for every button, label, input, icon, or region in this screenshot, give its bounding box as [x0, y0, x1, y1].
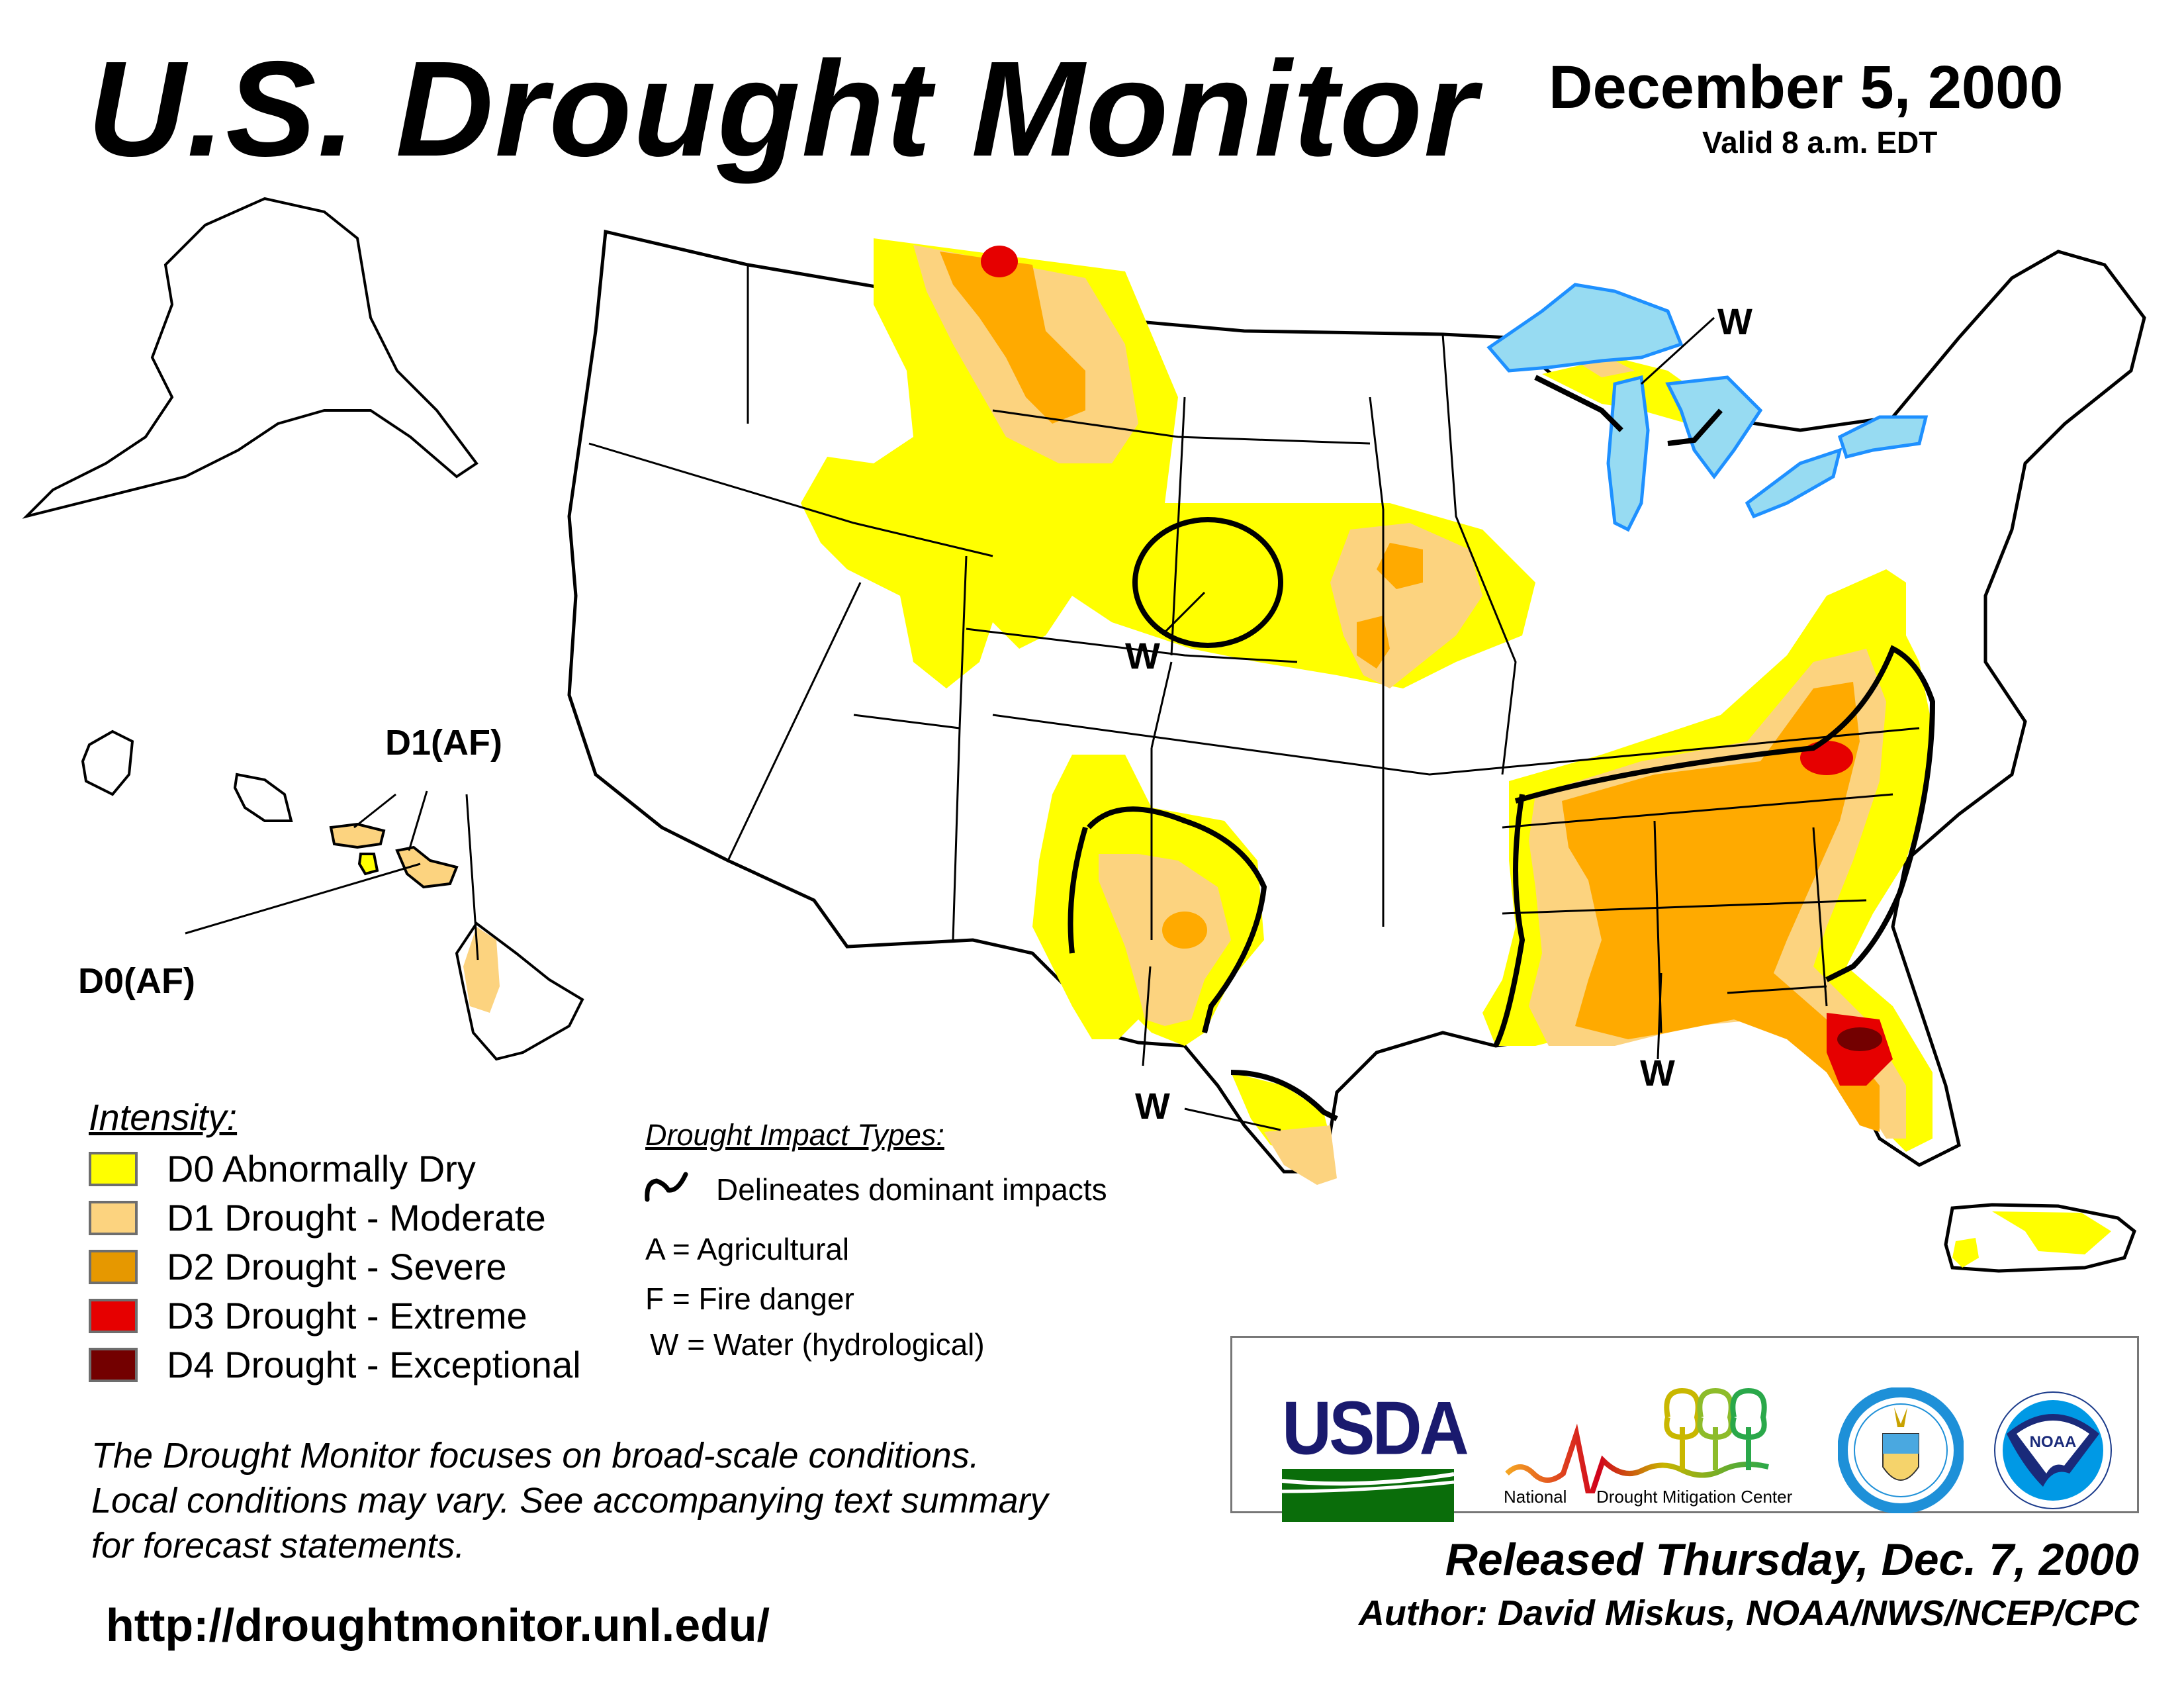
d4-florida: [1837, 1027, 1882, 1051]
lake-huron: [1665, 375, 1763, 480]
d2-nebraska: [1357, 543, 1423, 669]
swatch-d3: [89, 1299, 138, 1333]
legend-label-d1: D1 Drought - Moderate: [167, 1197, 546, 1239]
lake-ontario: [1837, 415, 1929, 459]
noaa-logo: NOAA: [1994, 1391, 2112, 1509]
hawaii: [81, 729, 584, 1061]
hawaii-molokai: [329, 822, 386, 849]
puerto-rico-d0: [1952, 1211, 2111, 1268]
ndmc-trees-icon: [1505, 1387, 1769, 1511]
hawaii-maui: [395, 845, 459, 889]
hawaii-big-island-d1: [463, 927, 500, 1013]
state-lines: [588, 265, 1920, 1033]
release-date: Released Thursday, Dec. 7, 2000: [1445, 1534, 2139, 1585]
great-lakes-impact-boundary: [1534, 375, 1723, 446]
ndmc-text-right: Drought Mitigation Center: [1596, 1487, 1793, 1507]
swatch-d4: [89, 1348, 138, 1382]
d1-southwest: [1099, 854, 1231, 1026]
w-label-great-lakes: W: [1717, 301, 1752, 342]
legend-label-d0: D0 Abnormally Dry: [167, 1148, 476, 1190]
impact-delineates: Delineates dominant impacts: [716, 1172, 1107, 1207]
impact-line-icon: [645, 1172, 688, 1202]
legend-label-d4: D4 Drought - Exceptional: [167, 1344, 581, 1385]
noaa-logo-text: NOAA: [2030, 1433, 2077, 1451]
website-link[interactable]: http://droughtmonitor.unl.edu/: [106, 1599, 770, 1651]
legend-item-d3: D3 Drought - Extreme: [89, 1297, 527, 1335]
swatch-d1: [89, 1201, 138, 1235]
great-lakes: [1486, 283, 1929, 532]
legend-label-d2: D2 Drought - Severe: [167, 1246, 507, 1288]
legend-item-d0: D0 Abnormally Dry: [89, 1150, 476, 1188]
valid-time: Valid 8 a.m. EDT: [1702, 125, 1938, 160]
impact-agricultural: A = Agricultural: [645, 1232, 850, 1266]
w-label-plains: W: [1125, 635, 1160, 677]
south-texas-impact-boundary: [1230, 1070, 1338, 1121]
legend-title: Intensity:: [89, 1096, 238, 1138]
d1-south-texas: [1264, 1125, 1337, 1185]
legend-item-d4: D4 Drought - Exceptional: [89, 1346, 581, 1383]
d3-montana: [981, 246, 1018, 277]
swatch-d2: [89, 1250, 138, 1284]
impact-water: W = Water (hydrological): [650, 1327, 985, 1362]
hawaii-kauai: [81, 729, 134, 796]
usda-logo-text: USDA: [1282, 1386, 1469, 1471]
partner-logos: USDA National Drou: [1230, 1336, 2139, 1522]
d2-montana: [940, 252, 1085, 424]
impact-boundaries: [1068, 375, 1936, 1121]
legend-item-d1: D1 Drought - Moderate: [89, 1199, 546, 1237]
hawaii-lanai: [357, 853, 379, 876]
southwest-impact-boundary: [1068, 806, 1267, 1033]
impact-types-title: Drought Impact Types:: [645, 1118, 944, 1152]
ndmc-text-left: National: [1504, 1487, 1567, 1507]
commerce-seal-icon: [1838, 1387, 1964, 1513]
map-date: December 5, 2000: [1549, 54, 2064, 121]
drought-areas: [801, 238, 1933, 1185]
disclaimer-line-1: The Drought Monitor focuses on broad-sca…: [91, 1436, 979, 1476]
disclaimer-line-3: for forecast statements.: [91, 1526, 465, 1566]
d2-southwest: [1162, 912, 1207, 949]
plains-impact-boundary: [1132, 517, 1283, 648]
southeast-impact-boundary: [1493, 645, 1936, 1047]
hawaii-leaders: [185, 790, 479, 961]
d3-appalachia: [1800, 741, 1853, 775]
swatch-d0: [89, 1152, 138, 1186]
impact-fire: F = Fire danger: [645, 1282, 854, 1316]
legend-item-d2: D2 Drought - Severe: [89, 1248, 507, 1286]
w-labels: W W W W W D1(AF) D0(AF): [78, 301, 1752, 1131]
page-title: U.S. Drought Monitor: [87, 33, 1479, 185]
d2-southeast: [1562, 682, 1880, 1132]
hawaii-oahu: [233, 773, 293, 822]
usda-field-icon: [1282, 1469, 1454, 1522]
lake-superior: [1486, 283, 1684, 373]
hawaii-d1-label: D1(AF): [385, 723, 502, 763]
hawaii-d0-label: D0(AF): [78, 961, 195, 1001]
usda-logo: USDA: [1282, 1386, 1469, 1522]
ndmc-logo: National Drought Mitigation Center: [1504, 1387, 1792, 1526]
alaska-outline: [22, 197, 478, 519]
lake-michigan: [1606, 375, 1650, 532]
w-label-west-texas: W: [1135, 1085, 1170, 1127]
lake-erie: [1745, 447, 1843, 519]
w-label-southeast: W: [1640, 1052, 1675, 1094]
disclaimer-line-2: Local conditions may vary. See accompany…: [91, 1481, 1048, 1521]
author: Author: David Miskus, NOAA/NWS/NCEP/CPC: [1358, 1593, 2139, 1633]
legend-label-d3: D3 Drought - Extreme: [167, 1295, 527, 1336]
